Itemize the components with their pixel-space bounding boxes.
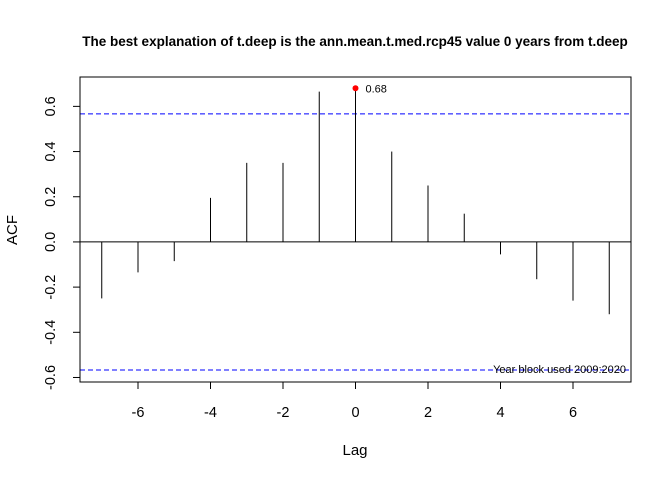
y-tick-label: 0.2 xyxy=(43,187,59,207)
y-axis-label: ACF xyxy=(4,215,21,245)
x-tick-label: 0 xyxy=(351,405,359,421)
x-tick-label: -2 xyxy=(277,405,290,421)
y-tick-label: 0.4 xyxy=(43,141,59,161)
max-acf-label: 0.68 xyxy=(366,83,387,95)
y-axis: -0.6 -0.4 -0.2 0.0 0.2 0.4 0.6 xyxy=(43,96,81,390)
y-tick-label: -0.6 xyxy=(43,365,59,390)
highlight-layer: 0.68 xyxy=(352,83,387,95)
x-tick-label: 2 xyxy=(424,405,432,421)
x-tick-label: -6 xyxy=(132,405,145,421)
year-block-annotation: Year block used 2009:2020 xyxy=(493,364,626,376)
y-tick-label: 0.0 xyxy=(43,232,59,252)
chart-title: The best explanation of t.deep is the an… xyxy=(82,34,627,49)
x-tick-label: -4 xyxy=(204,405,217,421)
acf-bars xyxy=(101,88,610,315)
x-axis-label: Lag xyxy=(342,442,367,459)
x-tick-label: 4 xyxy=(496,405,504,421)
max-acf-point xyxy=(352,85,359,92)
x-tick-label: 6 xyxy=(569,405,577,421)
y-tick-label: -0.4 xyxy=(43,320,59,345)
x-axis: -6 -4 -2 0 2 4 6 xyxy=(132,381,577,421)
y-tick-label: -0.2 xyxy=(43,275,59,300)
y-tick-label: 0.6 xyxy=(43,96,59,116)
